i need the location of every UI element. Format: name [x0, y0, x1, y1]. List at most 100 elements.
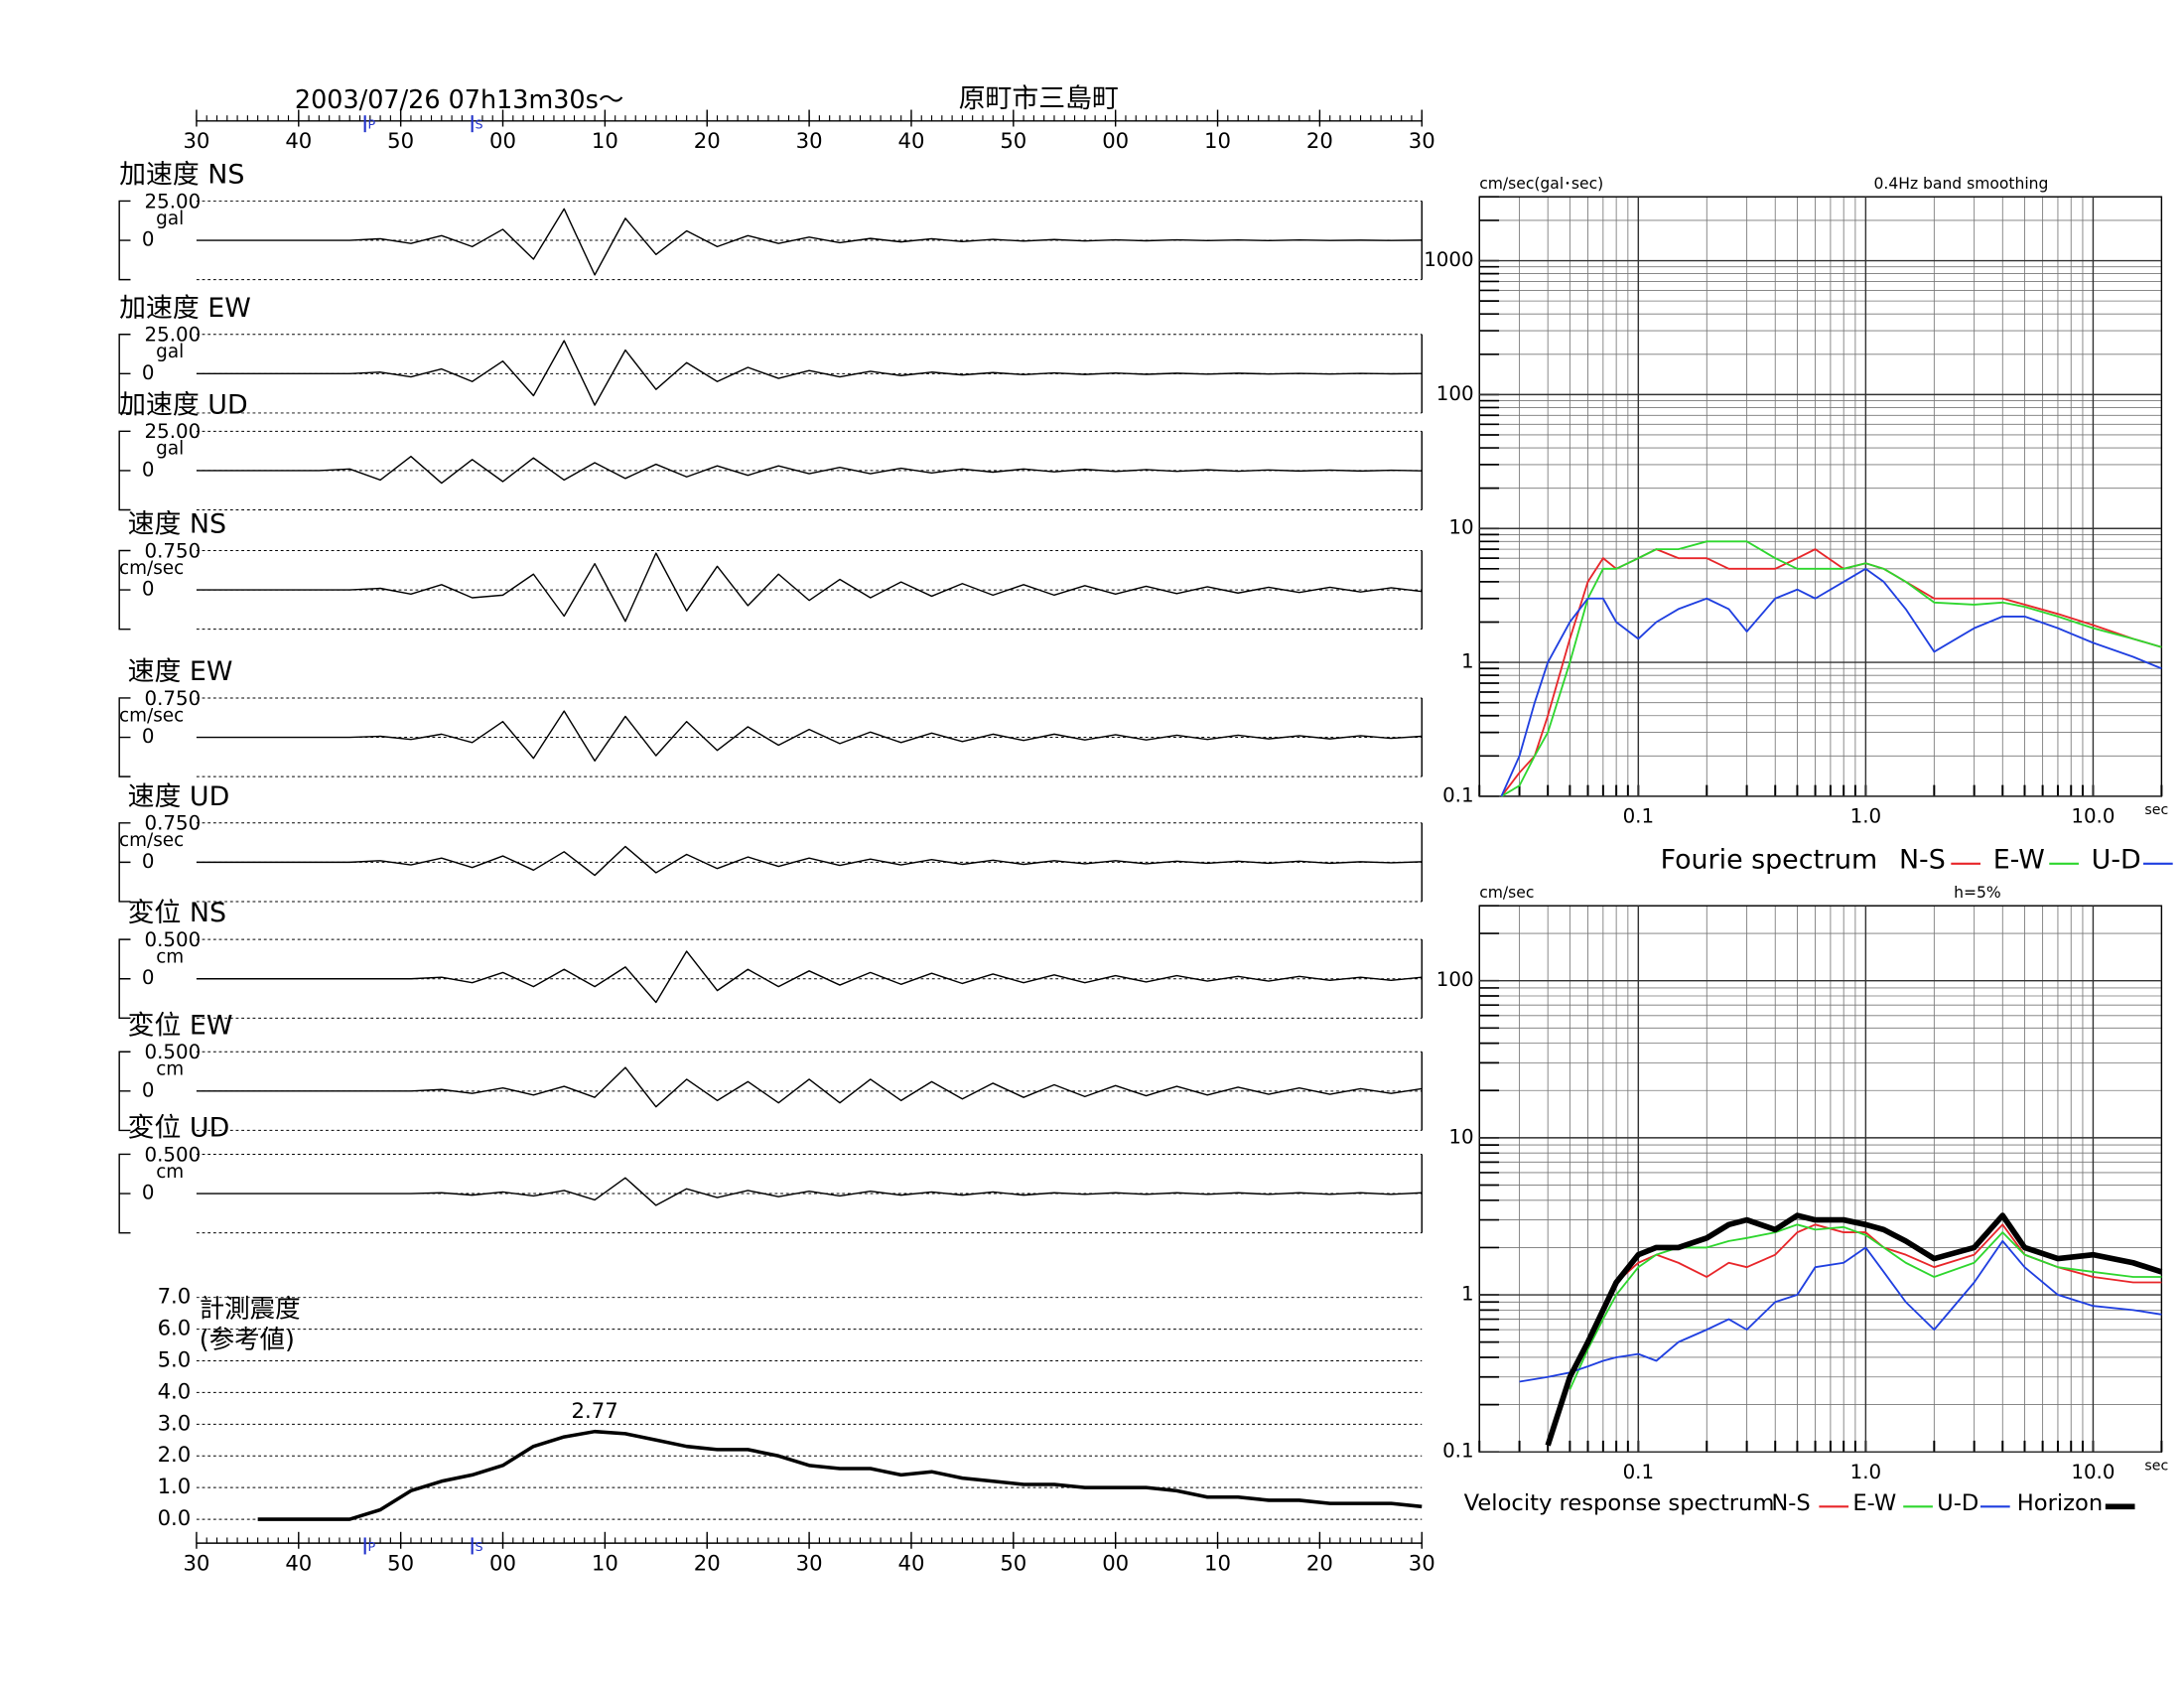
chart-title: 原町市三島町 — [959, 83, 1119, 114]
y-tick-label: 1000 — [1424, 248, 1473, 271]
y-tick-label: 25.00 — [145, 190, 202, 212]
phase-label: P — [367, 1539, 375, 1554]
trace-name: 速度 UD — [128, 781, 230, 812]
y-tick-label: 0.750 — [145, 539, 202, 562]
x-tick-label: 10 — [592, 128, 618, 153]
unit-label: cm/sec — [119, 705, 184, 726]
intensity-line — [257, 1429, 1423, 1521]
peak-label: 2.77 — [572, 1398, 618, 1423]
x-tick-label: 30 — [183, 128, 209, 153]
subtitle: 0.4Hz band smoothing — [1874, 175, 2049, 193]
trace-bracket — [118, 1051, 131, 1132]
x-tick-label: 0.1 — [1623, 1461, 1654, 1483]
x-tick-label: 00 — [1102, 1550, 1129, 1575]
y-tick-label: 5.0 — [158, 1347, 192, 1372]
phase-label: S — [475, 1539, 482, 1554]
unit-label: gal — [156, 439, 184, 460]
legend-label: U-D — [1937, 1490, 1979, 1516]
chart-title: 計測震度 — [200, 1293, 301, 1323]
legend-label: N-S — [1771, 1490, 1810, 1516]
y-tick-label: 0.500 — [145, 1041, 202, 1063]
legend-label: E-W — [1852, 1490, 1896, 1516]
trace-name: 変位 NS — [128, 898, 226, 928]
waveform — [196, 340, 1423, 406]
trace-name: 変位 UD — [128, 1113, 230, 1144]
x-tick-label: 20 — [694, 128, 721, 153]
trace-name: 速度 EW — [128, 656, 233, 687]
subtitle: 2003/07/26 07h13m30s〜 — [295, 84, 623, 114]
chart-title: Velocity response spectrum — [1464, 1490, 1775, 1516]
x-axis-label: sec — [2144, 1458, 2168, 1474]
y-tick-label: 100 — [1436, 968, 1474, 991]
phase-label: S — [475, 117, 482, 132]
y-tick-label: 0.500 — [145, 1143, 202, 1166]
trace-bracket — [118, 1153, 131, 1234]
unit-label: cm/sec — [119, 830, 184, 851]
x-tick-label: 10.0 — [2071, 1461, 2115, 1483]
y-tick-label: 1.0 — [158, 1474, 192, 1498]
y-tick-label: 0.750 — [145, 687, 202, 710]
y-tick-label: 0.500 — [145, 928, 202, 951]
x-tick-label: 00 — [1102, 128, 1129, 153]
waveform — [196, 845, 1423, 877]
legend-label: U-D — [2092, 844, 2141, 875]
subtitle: (参考値) — [200, 1325, 295, 1354]
y-tick-label: 10 — [1448, 1125, 1473, 1148]
legend-label: Horizon — [2017, 1490, 2103, 1516]
phase-label: P — [367, 117, 375, 132]
y-axis-label: cm/sec(gal･sec) — [1479, 175, 1603, 193]
x-tick-label: 10 — [592, 1550, 618, 1575]
y-tick-label: 3.0 — [158, 1410, 192, 1435]
x-tick-label: 40 — [285, 1550, 312, 1575]
y-tick-label: 0 — [142, 578, 155, 601]
x-tick-label: 00 — [489, 1550, 516, 1575]
y-tick-label: 4.0 — [158, 1378, 192, 1403]
unit-label: gal — [156, 342, 184, 362]
trace-name: 変位 EW — [128, 1010, 233, 1041]
y-tick-label: 2.0 — [158, 1442, 192, 1467]
trace-bracket — [118, 200, 131, 281]
y-tick-label: 0.1 — [1442, 1440, 1473, 1463]
y-tick-label: 10 — [1448, 516, 1473, 539]
trace-bracket — [118, 549, 131, 631]
waveform — [196, 950, 1423, 1004]
y-tick-label: 0.750 — [145, 812, 202, 835]
trace-bracket — [118, 822, 131, 903]
trace-bracket — [118, 430, 131, 511]
x-tick-label: 10 — [1204, 128, 1231, 153]
y-tick-label: 0 — [142, 725, 155, 748]
x-tick-label: 40 — [285, 128, 312, 153]
x-tick-label: 1.0 — [1850, 1461, 1881, 1483]
y-tick-label: 1 — [1461, 650, 1474, 673]
x-tick-label: 30 — [1409, 1550, 1435, 1575]
waveform — [196, 455, 1423, 485]
spectrum-line — [1500, 567, 2162, 797]
trace-name: 加速度 UD — [119, 389, 247, 420]
x-tick-label: 50 — [387, 128, 414, 153]
x-tick-label: 0.1 — [1623, 805, 1654, 828]
trace-name: 加速度 EW — [119, 293, 251, 324]
spectrum-line — [1500, 540, 2162, 797]
y-tick-label: 0 — [142, 361, 155, 384]
x-tick-label: 10.0 — [2071, 805, 2115, 828]
trace-name: 速度 NS — [128, 509, 226, 540]
y-tick-label: 0.0 — [158, 1505, 192, 1530]
y-tick-label: 0 — [142, 850, 155, 873]
unit-label: cm — [156, 1162, 184, 1183]
y-tick-label: 0 — [142, 458, 155, 481]
trace-bracket — [118, 938, 131, 1020]
waveform — [196, 552, 1423, 623]
y-tick-label: 25.00 — [145, 420, 202, 443]
y-tick-label: 0 — [142, 228, 155, 251]
spectrum-line — [1569, 1223, 2162, 1390]
trace-bracket — [118, 334, 131, 414]
x-tick-label: 30 — [1409, 128, 1435, 153]
spectrum-line — [1545, 1212, 2163, 1447]
x-tick-label: 50 — [1000, 128, 1026, 153]
y-tick-label: 6.0 — [158, 1316, 192, 1340]
unit-label: cm — [156, 1059, 184, 1080]
y-tick-label: 25.00 — [145, 324, 202, 347]
x-tick-label: 30 — [183, 1550, 209, 1575]
y-tick-label: 1 — [1461, 1283, 1474, 1306]
